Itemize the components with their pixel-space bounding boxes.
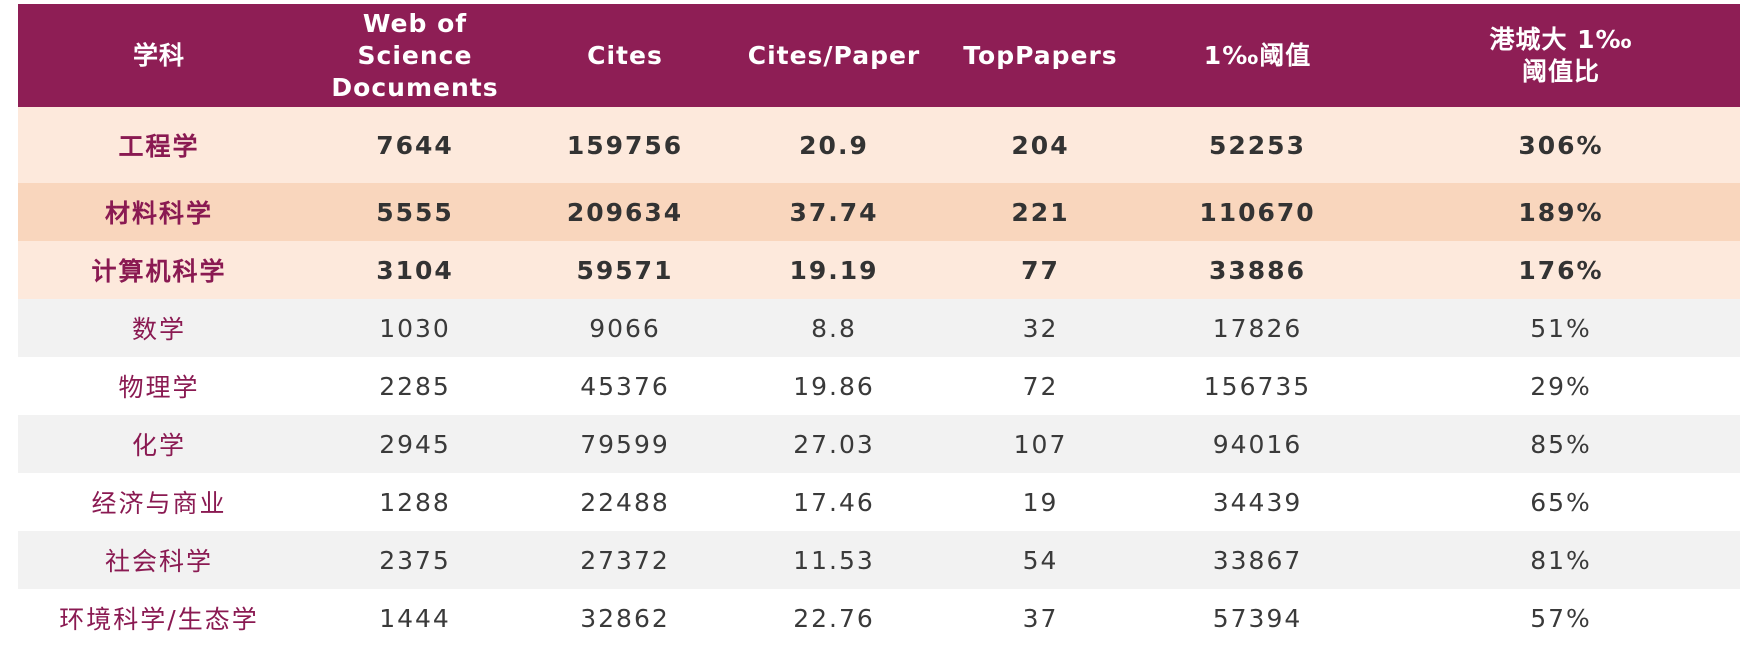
cell-top-papers: 37 bbox=[948, 589, 1133, 647]
cell-cites: 209634 bbox=[530, 183, 720, 241]
header-row: 学科 Web of Science Documents Cites Cites/P… bbox=[18, 4, 1740, 107]
cell-wos-documents: 1288 bbox=[300, 473, 530, 531]
header-threshold-ratio: 港城大 1‰ 阈值比 bbox=[1382, 4, 1740, 107]
cell-threshold: 52253 bbox=[1133, 107, 1382, 183]
cell-subject: 物理学 bbox=[18, 357, 300, 415]
header-cites-per-paper: Cites/Paper bbox=[720, 4, 948, 107]
table-row: 数学 1030 9066 8.8 32 17826 51% bbox=[18, 299, 1740, 357]
cell-top-papers: 32 bbox=[948, 299, 1133, 357]
cell-cites-per-paper: 8.8 bbox=[720, 299, 948, 357]
cell-threshold: 33867 bbox=[1133, 531, 1382, 589]
cell-threshold: 33886 bbox=[1133, 241, 1382, 299]
cell-top-papers: 77 bbox=[948, 241, 1133, 299]
cell-cites: 32862 bbox=[530, 589, 720, 647]
table-row: 社会科学 2375 27372 11.53 54 33867 81% bbox=[18, 531, 1740, 589]
cell-top-papers: 54 bbox=[948, 531, 1133, 589]
cell-threshold-ratio: 65% bbox=[1382, 473, 1740, 531]
cell-cites-per-paper: 11.53 bbox=[720, 531, 948, 589]
cell-wos-documents: 2285 bbox=[300, 357, 530, 415]
cell-wos-documents: 1030 bbox=[300, 299, 530, 357]
cell-threshold: 156735 bbox=[1133, 357, 1382, 415]
cell-threshold-ratio: 176% bbox=[1382, 241, 1740, 299]
cell-threshold-ratio: 306% bbox=[1382, 107, 1740, 183]
table-container: 学科 Web of Science Documents Cites Cites/P… bbox=[18, 4, 1740, 647]
cell-subject: 数学 bbox=[18, 299, 300, 357]
cell-cites-per-paper: 19.19 bbox=[720, 241, 948, 299]
table-row: 材料科学 5555 209634 37.74 221 110670 189% bbox=[18, 183, 1740, 241]
cell-threshold-ratio: 189% bbox=[1382, 183, 1740, 241]
cell-wos-documents: 5555 bbox=[300, 183, 530, 241]
cell-subject: 环境科学/生态学 bbox=[18, 589, 300, 647]
cell-subject: 社会科学 bbox=[18, 531, 300, 589]
cell-cites-per-paper: 20.9 bbox=[720, 107, 948, 183]
cell-threshold-ratio: 85% bbox=[1382, 415, 1740, 473]
cell-subject: 计算机科学 bbox=[18, 241, 300, 299]
header-subject-label: 学科 bbox=[132, 40, 185, 70]
table-row: 工程学 7644 159756 20.9 204 52253 306% bbox=[18, 107, 1740, 183]
cell-cites: 59571 bbox=[530, 241, 720, 299]
cell-cites-per-paper: 22.76 bbox=[720, 589, 948, 647]
cell-subject: 工程学 bbox=[18, 107, 300, 183]
cell-cites: 45376 bbox=[530, 357, 720, 415]
header-wos-documents-line2: Documents bbox=[331, 72, 499, 102]
header-subject: 学科 bbox=[18, 4, 300, 107]
cell-cites: 27372 bbox=[530, 531, 720, 589]
cell-top-papers: 107 bbox=[948, 415, 1133, 473]
cell-wos-documents: 2375 bbox=[300, 531, 530, 589]
table-header: 学科 Web of Science Documents Cites Cites/P… bbox=[18, 4, 1740, 107]
cell-subject: 材料科学 bbox=[18, 183, 300, 241]
header-cites: Cites bbox=[530, 4, 720, 107]
cell-cites-per-paper: 37.74 bbox=[720, 183, 948, 241]
cell-wos-documents: 2945 bbox=[300, 415, 530, 473]
cell-wos-documents: 1444 bbox=[300, 589, 530, 647]
cell-top-papers: 19 bbox=[948, 473, 1133, 531]
table-row: 环境科学/生态学 1444 32862 22.76 37 57394 57% bbox=[18, 589, 1740, 647]
header-threshold-label: 1‰阈值 bbox=[1203, 40, 1312, 70]
cell-cites-per-paper: 17.46 bbox=[720, 473, 948, 531]
cell-top-papers: 221 bbox=[948, 183, 1133, 241]
cell-cites: 9066 bbox=[530, 299, 720, 357]
table-row: 计算机科学 3104 59571 19.19 77 33886 176% bbox=[18, 241, 1740, 299]
header-wos-documents-line1: Web of Science bbox=[357, 8, 473, 70]
cell-threshold-ratio: 29% bbox=[1382, 357, 1740, 415]
table-row: 经济与商业 1288 22488 17.46 19 34439 65% bbox=[18, 473, 1740, 531]
cell-top-papers: 204 bbox=[948, 107, 1133, 183]
cell-cites: 159756 bbox=[530, 107, 720, 183]
header-threshold: 1‰阈值 bbox=[1133, 4, 1382, 107]
cell-threshold-ratio: 51% bbox=[1382, 299, 1740, 357]
cell-cites-per-paper: 27.03 bbox=[720, 415, 948, 473]
table-row: 化学 2945 79599 27.03 107 94016 85% bbox=[18, 415, 1740, 473]
cell-cites: 22488 bbox=[530, 473, 720, 531]
cell-wos-documents: 7644 bbox=[300, 107, 530, 183]
table-body: 工程学 7644 159756 20.9 204 52253 306% 材料科学 5555 209… bbox=[18, 107, 1740, 647]
cell-threshold: 94016 bbox=[1133, 415, 1382, 473]
cell-subject: 化学 bbox=[18, 415, 300, 473]
cell-threshold: 110670 bbox=[1133, 183, 1382, 241]
cell-cites-per-paper: 19.86 bbox=[720, 357, 948, 415]
cell-threshold: 57394 bbox=[1133, 589, 1382, 647]
cell-wos-documents: 3104 bbox=[300, 241, 530, 299]
cell-threshold: 34439 bbox=[1133, 473, 1382, 531]
cell-subject: 经济与商业 bbox=[18, 473, 300, 531]
header-top-papers-label: TopPapers bbox=[963, 40, 1118, 70]
cell-threshold-ratio: 57% bbox=[1382, 589, 1740, 647]
header-top-papers: TopPapers bbox=[948, 4, 1133, 107]
header-cites-label: Cites bbox=[587, 40, 663, 70]
header-wos-documents: Web of Science Documents bbox=[300, 4, 530, 107]
header-cites-per-paper-label: Cites/Paper bbox=[747, 40, 921, 70]
discipline-table: 学科 Web of Science Documents Cites Cites/P… bbox=[18, 4, 1740, 647]
cell-cites: 79599 bbox=[530, 415, 720, 473]
cell-threshold: 17826 bbox=[1133, 299, 1382, 357]
cell-top-papers: 72 bbox=[948, 357, 1133, 415]
header-threshold-ratio-line2: 阈值比 bbox=[1521, 56, 1600, 86]
header-threshold-ratio-line1: 港城大 1‰ bbox=[1489, 24, 1633, 54]
table-row: 物理学 2285 45376 19.86 72 156735 29% bbox=[18, 357, 1740, 415]
cell-threshold-ratio: 81% bbox=[1382, 531, 1740, 589]
